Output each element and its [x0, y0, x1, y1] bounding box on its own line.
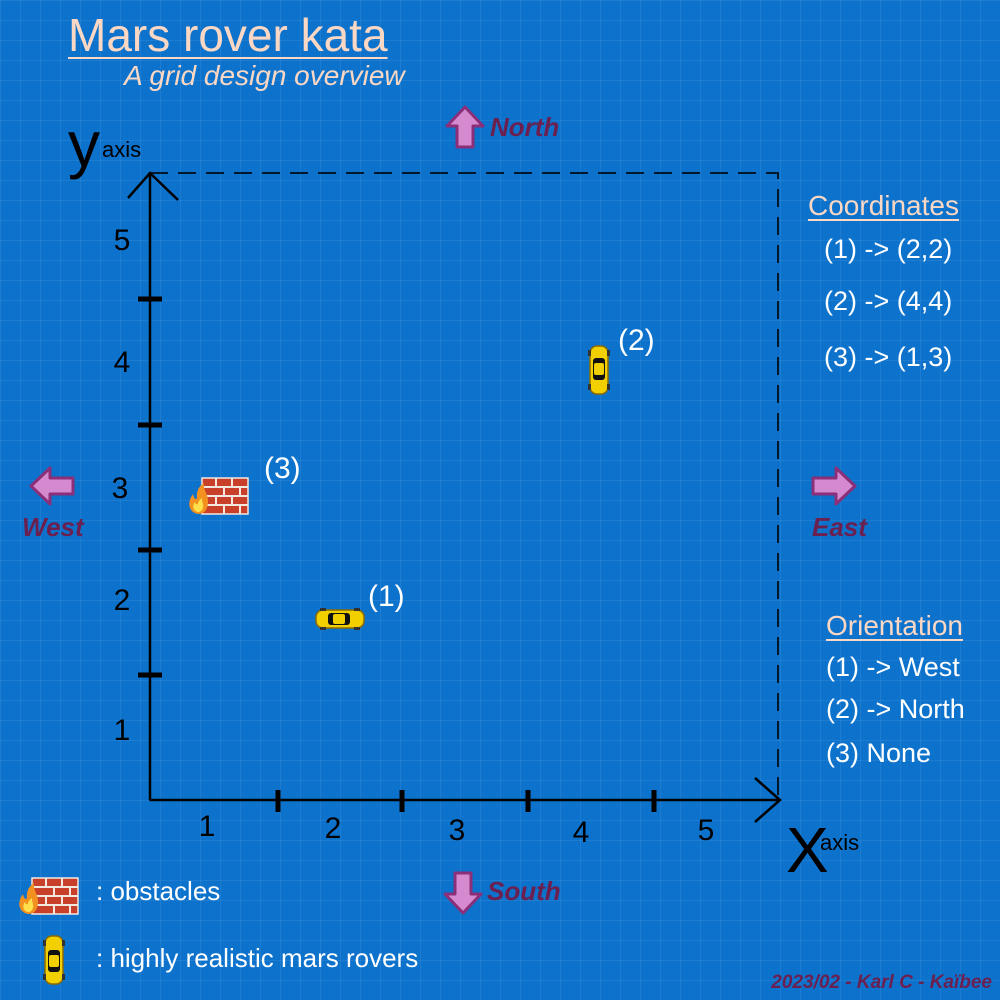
rover-1-icon [315, 608, 365, 630]
obstacle-3-icon [189, 477, 249, 515]
y-axis-word: axis [102, 137, 142, 162]
orientation-line: (1) -> West [826, 652, 960, 682]
rover-2-icon [588, 345, 610, 395]
y-axis-arrowhead [127, 171, 179, 201]
coordinates-heading: Coordinates [808, 190, 959, 221]
legend-rover-icon [43, 935, 65, 985]
x-tick-label: 5 [697, 814, 715, 847]
y-tick-label: 4 [113, 346, 131, 379]
x-tick-label: 1 [198, 810, 216, 843]
page-title: Mars rover kata [68, 9, 388, 61]
east-label: East [812, 512, 867, 542]
rover-2-label: (2) [618, 324, 655, 357]
x-axis-letter: X [786, 814, 829, 886]
y-tick-label: 1 [113, 714, 131, 747]
legend-obstacles-text: : obstacles [96, 876, 221, 906]
y-tick-label: 3 [111, 472, 129, 505]
east-arrow-icon [811, 466, 857, 506]
west-label: West [22, 512, 84, 542]
x-axis-arrowhead [754, 777, 782, 823]
obstacle-3-label: (3) [264, 452, 301, 485]
y-tick-label: 5 [113, 224, 131, 257]
west-arrow-icon [29, 466, 75, 506]
x-tick-label: 4 [572, 816, 590, 849]
legend-obstacle-icon [19, 877, 79, 915]
north-arrow-icon [445, 105, 485, 149]
south-arrow-icon [443, 871, 483, 915]
coordinates-line: (3) -> (1,3) [824, 342, 953, 372]
north-label: North [490, 112, 560, 142]
south-label: South [487, 876, 561, 906]
credit: 2023/02 - Karl C - Kaïbee [771, 972, 992, 993]
orientation-heading: Orientation [826, 610, 963, 641]
x-tick-label: 2 [324, 812, 342, 845]
legend-rovers-text: : highly realistic mars rovers [96, 943, 419, 973]
y-axis-letter: y [68, 108, 100, 180]
orientation-line: (2) -> North [826, 694, 965, 724]
x-axis-word: axis [820, 830, 860, 855]
y-tick-label: 2 [113, 584, 131, 617]
orientation-line: (3) None [826, 738, 932, 768]
coordinates-line: (2) -> (4,4) [824, 286, 953, 316]
page-subtitle: A grid design overview [124, 60, 405, 91]
x-tick-label: 3 [448, 814, 466, 847]
rover-1-label: (1) [368, 580, 405, 613]
coordinates-line: (1) -> (2,2) [824, 234, 953, 264]
